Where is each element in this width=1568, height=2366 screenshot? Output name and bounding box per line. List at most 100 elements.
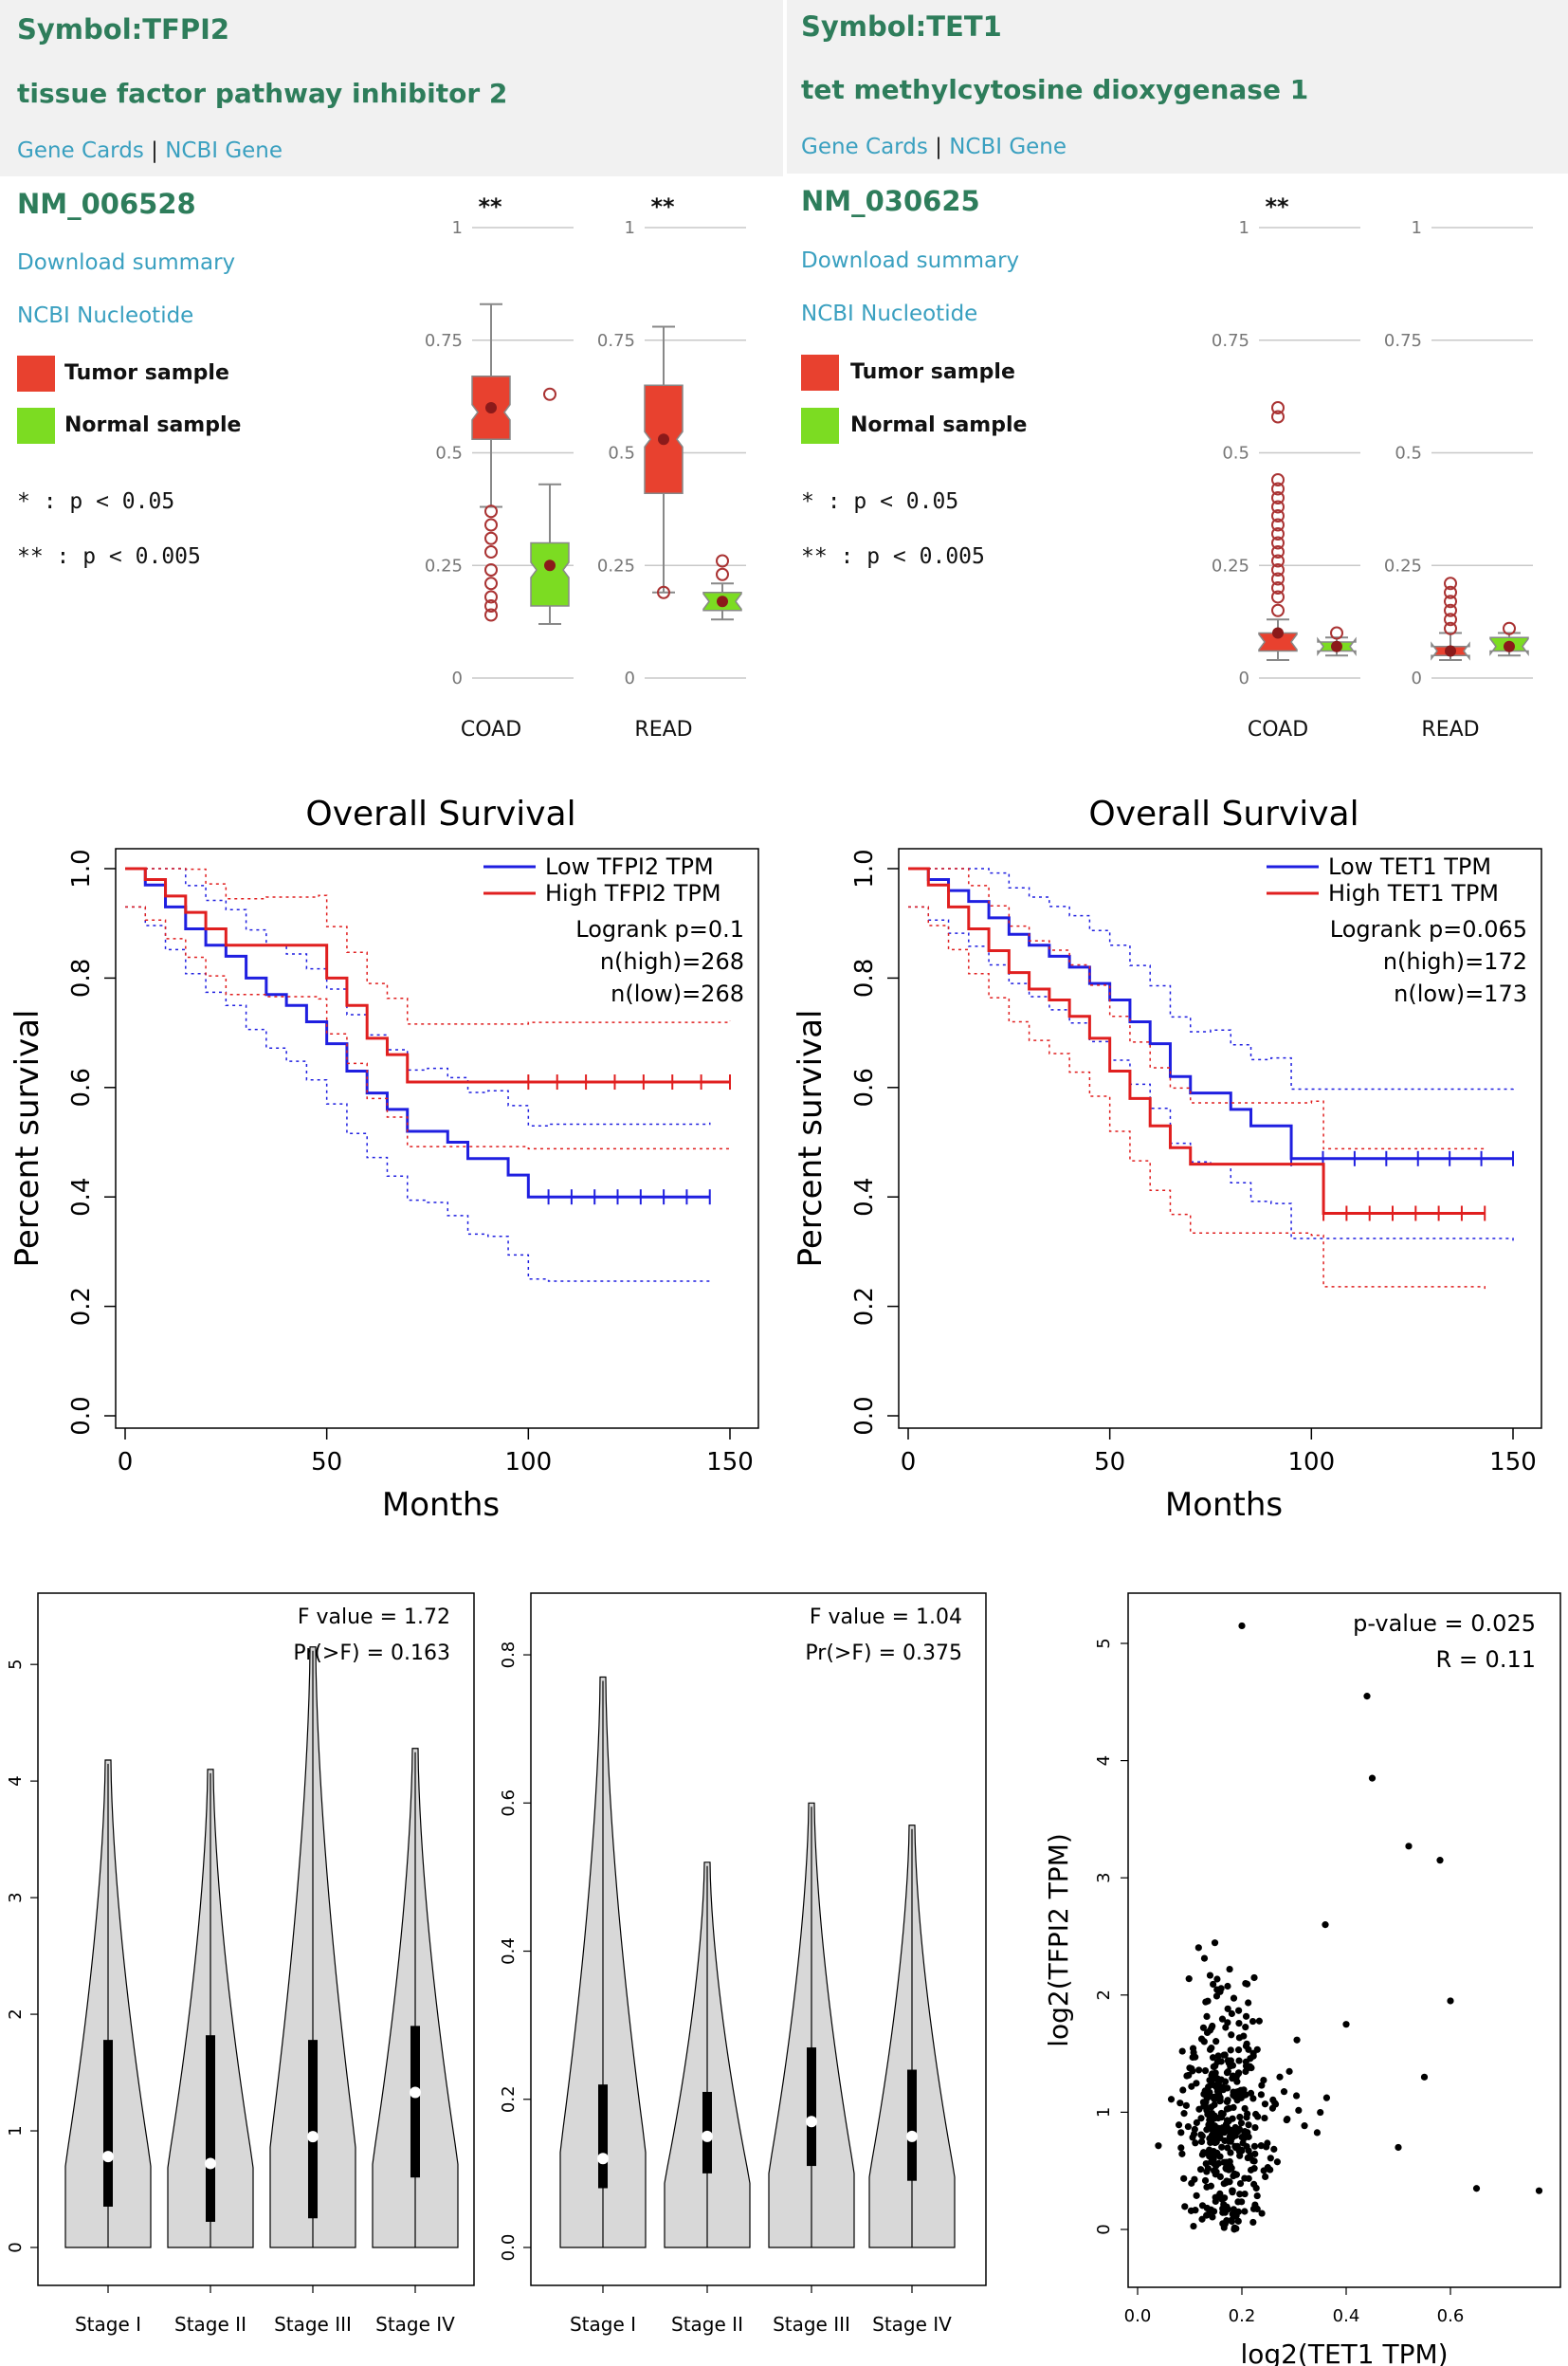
ncbi-nucleotide-left[interactable]: NCBI Nucleotide bbox=[17, 303, 194, 328]
scatter-point bbox=[1201, 2101, 1209, 2109]
download-summary-right[interactable]: Download summary bbox=[801, 248, 1020, 273]
x-axis-label: log2(TET1 TPM) bbox=[1240, 2338, 1448, 2366]
legend-label: Low TET1 TPM bbox=[1328, 853, 1491, 880]
sig-legend-2-right: ** : p < 0.005 bbox=[801, 544, 985, 569]
x-tick-label: 0.2 bbox=[1229, 2306, 1256, 2326]
stat-label: Pr(>F) = 0.163 bbox=[293, 1642, 450, 1665]
violin-median-point bbox=[806, 2116, 817, 2128]
tumor-outlier-point bbox=[1444, 595, 1457, 609]
violin-iqr-box bbox=[598, 2084, 608, 2189]
scatter-point bbox=[1203, 2028, 1212, 2037]
scatter-point bbox=[1209, 2070, 1216, 2078]
scatter-point bbox=[1218, 2143, 1226, 2151]
scatter-point bbox=[1193, 2118, 1200, 2127]
scatter-point bbox=[1208, 2117, 1215, 2125]
scatter-point bbox=[1223, 2177, 1231, 2185]
scatter-point bbox=[1199, 2024, 1208, 2031]
y-tick-label: 0.25 bbox=[1212, 556, 1249, 576]
scatter-point bbox=[1262, 2173, 1269, 2181]
y-tick-label: 4 bbox=[6, 1775, 26, 1786]
scatter-point bbox=[1212, 2193, 1219, 2201]
scatter-point bbox=[1313, 2129, 1322, 2137]
scatter-point bbox=[1258, 2082, 1266, 2089]
scatter-point bbox=[1252, 2110, 1260, 2118]
y-tick-label: 0.0 bbox=[850, 1396, 879, 1435]
y-tick-label: 0 bbox=[625, 669, 635, 688]
scatter-point bbox=[1192, 2139, 1199, 2147]
stat-label: R = 0.11 bbox=[1436, 1646, 1536, 1673]
ncbi-nucleotide-right[interactable]: NCBI Nucleotide bbox=[801, 302, 978, 326]
violin-median-point bbox=[906, 2130, 918, 2142]
scatter-point bbox=[1257, 2091, 1265, 2099]
scatter-point bbox=[1267, 2166, 1274, 2173]
tumor-outlier-point bbox=[1444, 603, 1457, 617]
x-tick-label: 50 bbox=[1094, 1448, 1125, 1476]
y-tick-label: 1 bbox=[1412, 218, 1422, 238]
scatter-point bbox=[1247, 2152, 1254, 2159]
scatter-point bbox=[1194, 1944, 1202, 1952]
confidence-band-upper bbox=[908, 868, 1486, 1150]
scatter-point bbox=[1203, 2204, 1211, 2212]
scatter-point bbox=[1238, 1622, 1246, 1630]
link-separator: | bbox=[935, 135, 942, 159]
scatter-point bbox=[1249, 2017, 1257, 2026]
scatter-point bbox=[1182, 2101, 1190, 2109]
tumor-box bbox=[1258, 632, 1298, 652]
y-tick-label: 1 bbox=[1094, 2107, 1114, 2118]
scatter-point bbox=[1261, 2114, 1268, 2122]
scatter-point bbox=[1273, 2158, 1282, 2166]
normal-label-right: Normal sample bbox=[850, 413, 1028, 437]
genecards-link-left[interactable]: Gene Cards bbox=[17, 138, 144, 163]
scatter-point bbox=[1231, 2170, 1238, 2177]
scatter-point bbox=[1213, 2087, 1221, 2095]
sig-legend-1-right: * : p < 0.05 bbox=[801, 489, 959, 514]
normal-mean-point bbox=[1504, 640, 1515, 652]
scatter-point bbox=[1223, 2217, 1231, 2225]
y-tick-label: 1.0 bbox=[850, 849, 879, 888]
normal-box bbox=[530, 541, 570, 607]
scatter-point bbox=[1214, 2079, 1223, 2086]
tumor-outlier-point bbox=[657, 585, 670, 599]
scatter-point bbox=[1224, 2097, 1231, 2104]
normal-swatch-left bbox=[17, 408, 55, 444]
y-tick-label: 0.5 bbox=[1222, 444, 1249, 464]
y-tick-label: 2 bbox=[6, 2008, 26, 2019]
scatter-point bbox=[1234, 2217, 1242, 2225]
scatter-point bbox=[1247, 2055, 1254, 2063]
tumor-outlier-point bbox=[1271, 603, 1285, 617]
scatter-point bbox=[1201, 2176, 1210, 2185]
group-label: COAD bbox=[1248, 718, 1308, 742]
x-tick-label: Stage II bbox=[671, 2313, 743, 2336]
scatter-point bbox=[1212, 1992, 1221, 2000]
scatter-point bbox=[1280, 2088, 1288, 2096]
y-axis-label: Percent survival bbox=[792, 1010, 830, 1268]
ncbi-gene-link-right[interactable]: NCBI Gene bbox=[949, 135, 1067, 159]
plot-frame bbox=[115, 848, 759, 1429]
scatter-point bbox=[1231, 2132, 1239, 2139]
sig-legend-2-left: ** : p < 0.005 bbox=[17, 544, 201, 569]
scatter-point bbox=[1301, 2122, 1308, 2130]
scatter-point bbox=[1203, 2183, 1211, 2191]
tumor-outlier-point bbox=[1271, 563, 1285, 577]
scatter-point bbox=[1241, 2091, 1249, 2099]
stat-label: F value = 1.04 bbox=[810, 1605, 962, 1629]
legend-label: High TFPI2 TPM bbox=[545, 880, 721, 907]
scatter-point bbox=[1209, 2126, 1216, 2134]
scatter-point bbox=[1200, 2149, 1208, 2156]
group-label: COAD bbox=[461, 718, 521, 742]
scatter-point bbox=[1193, 2192, 1200, 2199]
gene-header-right bbox=[787, 0, 1568, 174]
legend-label: Low TFPI2 TPM bbox=[545, 853, 714, 880]
tumor-outlier-point bbox=[484, 545, 498, 559]
scatter-point bbox=[1239, 2139, 1247, 2147]
x-tick-label: Stage III bbox=[773, 2313, 850, 2336]
genecards-link-right[interactable]: Gene Cards bbox=[801, 135, 928, 159]
scatter-point bbox=[1420, 2073, 1429, 2081]
scatter-point bbox=[1211, 1939, 1219, 1947]
tumor-outlier-point bbox=[484, 531, 498, 545]
x-tick-label: 100 bbox=[1288, 1448, 1336, 1476]
ncbi-gene-link-left[interactable]: NCBI Gene bbox=[165, 138, 283, 163]
scatter-point bbox=[1368, 1774, 1377, 1782]
tumor-outlier-point bbox=[1271, 536, 1285, 550]
download-summary-left[interactable]: Download summary bbox=[17, 250, 236, 275]
